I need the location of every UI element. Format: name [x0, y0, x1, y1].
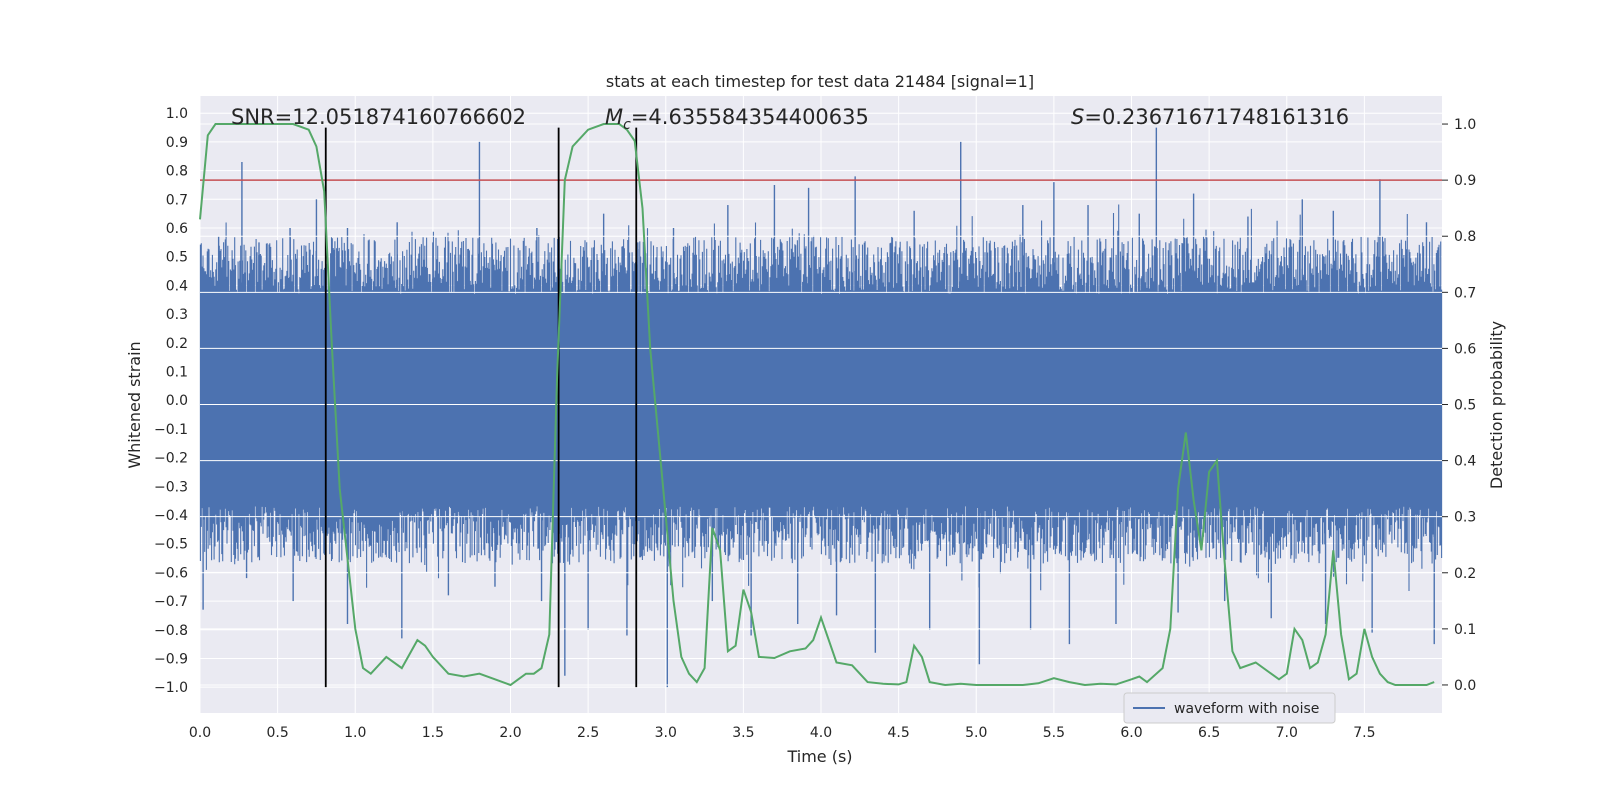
y-left-tick-label: 0.7 — [166, 192, 188, 208]
x-tick-label: 3.5 — [732, 725, 754, 741]
y-left-tick-label: 0.5 — [166, 250, 188, 266]
y-left-tick-label: 0.8 — [166, 164, 188, 180]
y-right-axis-label: Detection probability — [1487, 321, 1506, 489]
detection-probability-series — [199, 123, 1435, 687]
detection-probability-line — [199, 123, 1435, 687]
s-symbol: S — [1071, 105, 1084, 129]
waveform-core-band — [200, 348, 1442, 444]
x-tick-label: 1.5 — [422, 725, 444, 741]
y-left-tick-label: −0.4 — [154, 508, 188, 524]
x-tick-label: 0.5 — [266, 725, 288, 741]
x-tick-label: 4.5 — [887, 725, 909, 741]
y-left-tick-label: −0.2 — [154, 451, 188, 467]
y-right-tick-label: 0.0 — [1454, 678, 1476, 694]
chirp-mass-annotation: Mc=4.635584354400635 — [605, 105, 869, 133]
y-left-tick-label: −0.6 — [154, 565, 188, 581]
y-left-tick-label: 0.6 — [166, 221, 188, 237]
right-axis-gridlines — [200, 123, 1442, 686]
s-value: =0.23671671748161316 — [1084, 105, 1349, 129]
y-left-tick-label: 0.0 — [166, 393, 188, 409]
y-right-tick-label: 0.2 — [1454, 566, 1476, 582]
chirp-mass-value: =4.635584354400635 — [631, 105, 869, 129]
y-left-tick-label: 0.4 — [166, 278, 188, 294]
x-tick-label: 2.5 — [577, 725, 599, 741]
y-right-tick-label: 0.5 — [1454, 398, 1476, 414]
y-right-tick-label: 0.3 — [1454, 510, 1476, 526]
legend: waveform with noise — [1123, 692, 1336, 724]
y-left-tick-label: −0.3 — [154, 479, 188, 495]
x-tick-label: 6.0 — [1120, 725, 1142, 741]
y-left-tick-label: −0.5 — [154, 537, 188, 553]
y-left-axis-ticks: 1.0 0.9 0.8 0.7 0.6 0.5 0.4 0.3 0.2 0.1 0.0 −0.1 −0.… — [154, 106, 188, 696]
y-right-axis-ticks: 1.0 0.9 0.8 0.7 0.6 0.5 0.4 0.3 0.2 0.1 0.0 — [1442, 117, 1476, 694]
x-tick-label: 3.0 — [655, 725, 677, 741]
chirp-mass-symbol: M — [605, 105, 623, 129]
x-tick-label: 6.5 — [1198, 725, 1220, 741]
y-left-tick-label: 0.1 — [166, 364, 188, 380]
y-right-tick-label: 0.4 — [1454, 454, 1476, 470]
y-left-tick-label: 1.0 — [166, 106, 188, 122]
chart-title: stats at each timestep for test data 214… — [606, 72, 1034, 91]
y-right-tick-label: 0.8 — [1454, 229, 1476, 245]
x-tick-label: 7.5 — [1353, 725, 1375, 741]
y-left-tick-label: 0.9 — [166, 135, 188, 151]
snr-annotation: SNR=12.051874160766602 — [231, 105, 526, 129]
x-axis-ticks: 0.0 0.5 1.0 1.5 2.0 2.5 3.0 3.5 4.0 4.5 5.0 5.5 6.0 6… — [189, 725, 1376, 741]
y-left-axis-label: Whitened strain — [125, 341, 144, 468]
x-tick-label: 2.0 — [499, 725, 521, 741]
waveform-series — [199, 127, 1443, 688]
y-right-tick-label: 0.9 — [1454, 173, 1476, 189]
y-right-tick-label: 0.1 — [1454, 622, 1476, 638]
x-tick-label: 7.0 — [1276, 725, 1298, 741]
y-left-tick-label: −0.9 — [154, 651, 188, 667]
s-annotation: S=0.23671671748161316 — [1071, 105, 1349, 129]
x-tick-label: 4.0 — [810, 725, 832, 741]
chirp-mass-subscript: c — [623, 117, 631, 133]
x-tick-label: 0.0 — [189, 725, 211, 741]
y-left-tick-label: 0.3 — [166, 307, 188, 323]
y-right-tick-label: 0.7 — [1454, 285, 1476, 301]
y-left-tick-label: −1.0 — [154, 680, 188, 696]
y-right-tick-label: 0.6 — [1454, 341, 1476, 357]
y-left-tick-label: −0.1 — [154, 422, 188, 438]
y-left-tick-label: −0.8 — [154, 623, 188, 639]
y-right-tick-label: 1.0 — [1454, 117, 1476, 133]
legend-box — [1123, 692, 1336, 724]
y-left-tick-label: 0.2 — [166, 336, 188, 352]
x-axis-label: Time (s) — [786, 747, 852, 766]
x-tick-label: 1.0 — [344, 725, 366, 741]
y-left-tick-label: −0.7 — [154, 594, 188, 610]
x-tick-label: 5.5 — [1043, 725, 1065, 741]
legend-label: waveform with noise — [1174, 701, 1319, 717]
x-tick-label: 5.0 — [965, 725, 987, 741]
